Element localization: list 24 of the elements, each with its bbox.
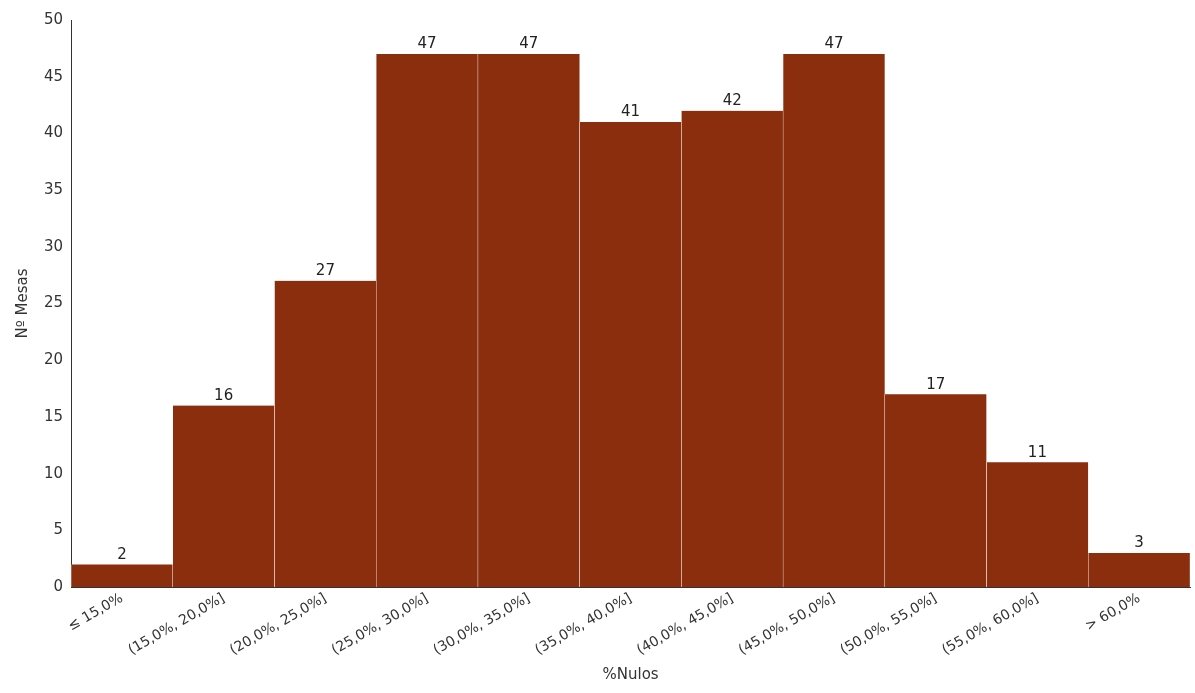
x-axis-title: %Nulos bbox=[602, 664, 659, 683]
y-tick-label: 15 bbox=[43, 406, 64, 425]
data-label: 27 bbox=[315, 261, 335, 280]
y-tick-label: 20 bbox=[43, 350, 64, 369]
y-tick-label: 10 bbox=[43, 463, 64, 482]
data-label: 42 bbox=[722, 91, 742, 110]
data-label: 3 bbox=[1134, 533, 1144, 552]
data-label: 17 bbox=[926, 374, 946, 393]
data-label: 2 bbox=[117, 544, 127, 563]
y-tick-label: 25 bbox=[43, 293, 64, 312]
data-label: 47 bbox=[824, 34, 844, 53]
data-label: 41 bbox=[621, 102, 641, 121]
y-tick-label: 0 bbox=[53, 576, 64, 595]
y-tick-label: 40 bbox=[43, 123, 64, 142]
y-tick-label: 35 bbox=[43, 180, 64, 199]
y-axis-title: Nº Mesas bbox=[12, 268, 31, 339]
y-tick-label: 5 bbox=[53, 520, 64, 539]
data-label: 11 bbox=[1027, 442, 1047, 461]
data-label: 16 bbox=[214, 385, 234, 404]
data-label: 47 bbox=[519, 34, 539, 53]
y-tick-label: 45 bbox=[43, 66, 64, 85]
y-tick-label: 50 bbox=[43, 9, 64, 28]
data-label: 47 bbox=[417, 34, 437, 53]
y-tick-label: 30 bbox=[43, 236, 64, 255]
